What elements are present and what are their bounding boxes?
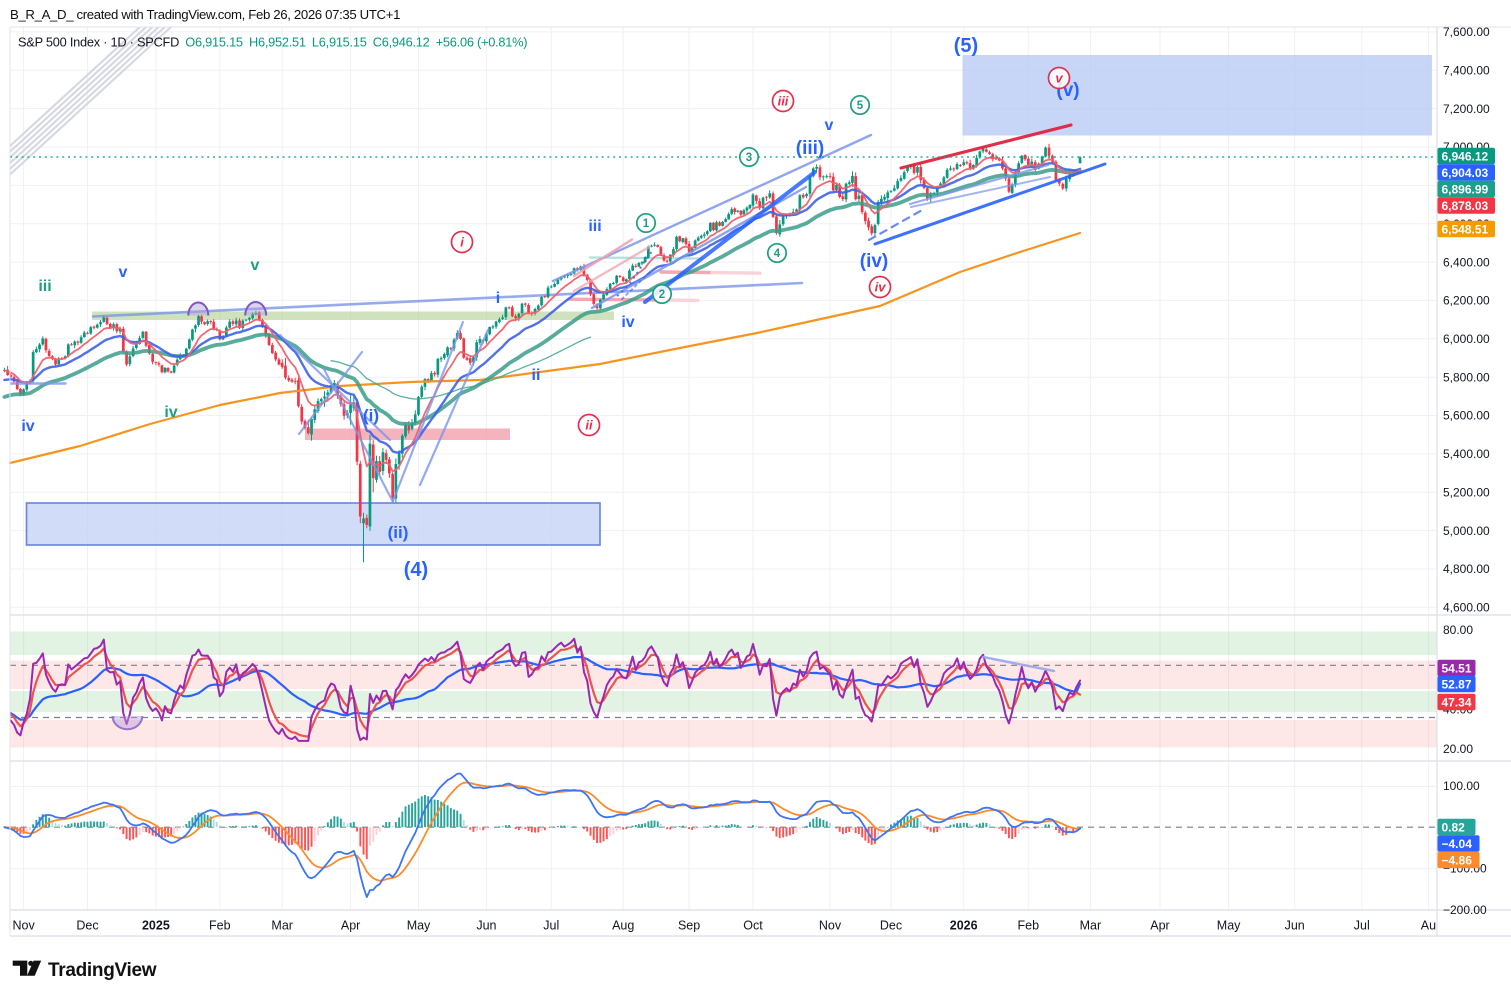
svg-text:6,946.12: 6,946.12 [1442,149,1489,163]
svg-text:ii: ii [585,418,593,433]
svg-text:May: May [407,919,431,933]
svg-text:2: 2 [659,289,665,301]
svg-text:Oct: Oct [743,919,763,933]
svg-text:iv: iv [164,404,177,421]
svg-text:Mar: Mar [1080,919,1102,933]
svg-text:iii: iii [588,218,601,235]
svg-text:7,600.00: 7,600.00 [1443,25,1490,39]
svg-text:4: 4 [774,248,781,260]
svg-text:iv: iv [875,280,887,295]
svg-text:54.51: 54.51 [1442,661,1472,675]
svg-text:Mar: Mar [271,919,293,933]
svg-text:(5): (5) [954,35,978,57]
svg-text:iv: iv [621,314,634,331]
svg-text:47.34: 47.34 [1442,695,1472,709]
svg-text:(iv): (iv) [860,251,889,272]
svg-text:6,904.03: 6,904.03 [1442,166,1489,180]
svg-text:5,000.00: 5,000.00 [1443,524,1490,538]
svg-text:5: 5 [857,100,864,112]
svg-text:Dec: Dec [76,919,98,933]
svg-text:iii: iii [778,94,789,109]
svg-text:Apr: Apr [341,919,360,933]
svg-text:5,800.00: 5,800.00 [1443,370,1490,384]
svg-text:2025: 2025 [142,919,170,933]
svg-text:Au: Au [1421,919,1436,933]
svg-text:4,600.00: 4,600.00 [1443,601,1490,615]
svg-text:5,400.00: 5,400.00 [1443,447,1490,461]
svg-text:5,200.00: 5,200.00 [1443,485,1490,499]
svg-text:Jun: Jun [476,919,496,933]
svg-text:Apr: Apr [1150,919,1169,933]
svg-text:v: v [119,264,128,281]
svg-text:100.00: 100.00 [1443,779,1480,793]
svg-text:v: v [1055,71,1063,86]
svg-text:3: 3 [746,152,752,164]
svg-text:Feb: Feb [209,919,231,933]
svg-text:6,878.03: 6,878.03 [1442,199,1489,213]
svg-text:B_R_A_D_ created with TradingV: B_R_A_D_ created with TradingView.com, F… [10,7,400,22]
svg-text:20.00: 20.00 [1443,742,1473,756]
svg-text:−200.00: −200.00 [1443,903,1487,917]
svg-text:7,400.00: 7,400.00 [1443,63,1490,77]
svg-text:Jul: Jul [543,919,559,933]
svg-text:52.87: 52.87 [1442,677,1472,691]
svg-text:(4): (4) [404,559,428,581]
svg-text:Nov: Nov [819,919,842,933]
svg-text:iii: iii [38,278,51,295]
svg-text:Jun: Jun [1285,919,1305,933]
svg-text:80.00: 80.00 [1443,623,1473,637]
svg-text:Feb: Feb [1018,919,1040,933]
svg-text:−4.04: −4.04 [1442,837,1473,851]
svg-text:Nov: Nov [12,919,35,933]
svg-text:i: i [460,235,464,250]
svg-text:(i): (i) [363,406,379,425]
svg-text:iv: iv [21,418,34,435]
svg-text:1: 1 [643,218,650,230]
svg-text:i: i [496,290,500,307]
svg-text:5,600.00: 5,600.00 [1443,409,1490,423]
svg-text:6,200.00: 6,200.00 [1443,294,1490,308]
svg-text:−4.86: −4.86 [1442,853,1473,867]
svg-text:(ii): (ii) [388,523,409,542]
svg-text:v: v [825,117,834,134]
svg-text:6,000.00: 6,000.00 [1443,332,1490,346]
svg-text:Dec: Dec [880,919,902,933]
svg-text:Jul: Jul [1354,919,1370,933]
svg-text:4,800.00: 4,800.00 [1443,562,1490,576]
svg-text:6,548.51: 6,548.51 [1442,222,1489,236]
svg-text:v: v [251,257,260,274]
svg-text:S&P 500 Index · 1D · SPCFD O6,: S&P 500 Index · 1D · SPCFD O6,915.15 H6,… [18,35,527,50]
svg-text:0.82: 0.82 [1442,820,1466,834]
svg-text:2026: 2026 [950,919,978,933]
svg-text:6,400.00: 6,400.00 [1443,255,1490,269]
svg-text:7,200.00: 7,200.00 [1443,102,1490,116]
svg-text:TradingView: TradingView [48,960,157,981]
svg-text:6,896.99: 6,896.99 [1442,182,1489,196]
svg-text:(iii): (iii) [796,138,825,159]
svg-text:May: May [1217,919,1241,933]
svg-text:ii: ii [532,367,541,384]
svg-text:Aug: Aug [612,919,634,933]
svg-text:Sep: Sep [678,919,700,933]
